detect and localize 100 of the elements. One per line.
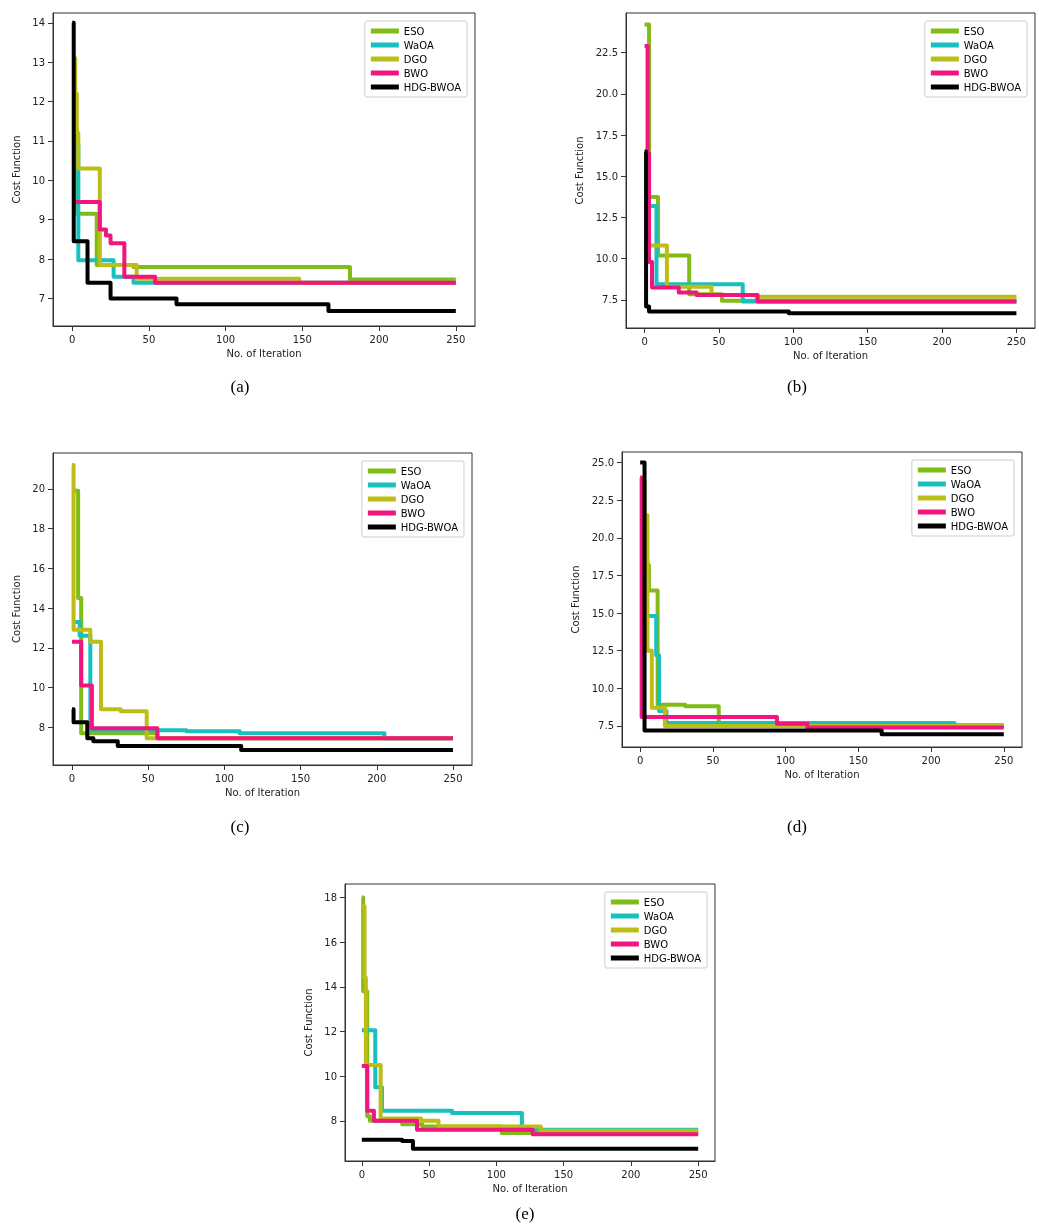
x-tick-label: 150 <box>858 335 878 347</box>
x-tick-label: 150 <box>848 754 868 766</box>
legend-label: ESO <box>400 465 422 477</box>
x-axis-title: No. of Iteration <box>784 769 860 781</box>
legend-label: DGO <box>643 924 668 936</box>
legend-label: DGO <box>950 492 975 504</box>
y-tick-label: 8 <box>38 721 45 733</box>
x-tick-label: 200 <box>369 333 389 345</box>
y-tick-label: 12.5 <box>591 645 614 657</box>
y-tick-label: 14 <box>324 981 337 993</box>
x-tick-label: 100 <box>486 1168 506 1180</box>
y-tick-label: 16 <box>324 936 337 948</box>
legend-label: ESO <box>643 896 665 908</box>
x-tick-label: 50 <box>712 335 726 347</box>
y-tick-label: 12.5 <box>595 212 618 223</box>
legend-label: DGO <box>400 493 425 505</box>
x-tick-label: 150 <box>554 1168 574 1180</box>
x-tick-label: 250 <box>443 772 463 784</box>
y-axis-title: Cost Function <box>10 135 22 204</box>
legend-label: DGO <box>963 53 988 65</box>
x-tick-label: 100 <box>783 335 803 347</box>
x-axis-title: No. of Iteration <box>226 348 302 360</box>
x-tick-label: 0 <box>68 333 76 345</box>
y-tick-label: 17.5 <box>595 129 618 141</box>
x-tick-label: 50 <box>706 754 720 766</box>
text: (d) <box>787 817 807 836</box>
y-tick-label: 22.5 <box>595 47 618 59</box>
legend-label: WaOA <box>643 910 674 922</box>
legend-label: HDG-BWOA <box>403 81 462 93</box>
x-tick-label: 50 <box>141 772 155 784</box>
x-tick-label: 200 <box>921 754 941 766</box>
y-tick-label: 12 <box>32 96 45 108</box>
y-tick-label: 25.0 <box>591 457 614 469</box>
legend-label: BWO <box>963 67 989 79</box>
x-tick-label: 50 <box>142 333 156 345</box>
y-axis-title: Cost Function <box>10 575 22 643</box>
x-tick-label: 250 <box>994 754 1014 766</box>
x-tick-label: 100 <box>214 772 234 784</box>
legend-label: HDG-BWOA <box>963 81 1022 93</box>
y-tick-label: 20.0 <box>595 88 618 100</box>
x-tick-label: 250 <box>1006 335 1026 347</box>
y-tick-label: 9 <box>38 214 45 226</box>
legend-label: ESO <box>403 25 425 37</box>
y-axis-title: Cost Function <box>302 988 314 1057</box>
y-tick-label: 17.5 <box>591 569 614 581</box>
x-tick-label: 0 <box>68 772 76 784</box>
y-tick-label: 13 <box>32 56 45 68</box>
legend-label: ESO <box>963 25 985 37</box>
y-tick-label: 10.0 <box>591 682 614 694</box>
legend-label: BWO <box>643 938 669 950</box>
y-tick-label: 20.0 <box>591 532 614 544</box>
y-tick-label: 15.0 <box>591 607 614 619</box>
x-tick-label: 200 <box>621 1168 641 1180</box>
y-tick-label: 8 <box>38 253 45 265</box>
y-tick-label: 7.5 <box>598 720 614 732</box>
y-tick-label: 16 <box>32 562 45 574</box>
x-tick-label: 0 <box>641 335 648 347</box>
y-tick-label: 14 <box>32 17 45 29</box>
y-tick-label: 10 <box>32 174 45 186</box>
legend-label: BWO <box>950 506 976 518</box>
y-tick-label: 14 <box>32 602 45 614</box>
legend-label: DGO <box>403 53 428 65</box>
x-tick-label: 100 <box>216 333 236 345</box>
x-tick-label: 100 <box>776 754 796 766</box>
text: (b) <box>787 377 807 396</box>
legend-label: HDG-BWOA <box>950 520 1009 532</box>
y-tick-label: 8 <box>330 1115 337 1127</box>
x-tick-label: 150 <box>292 333 312 345</box>
x-tick-label: 150 <box>291 772 311 784</box>
y-tick-label: 11 <box>32 135 45 147</box>
legend-label: HDG-BWOA <box>400 521 459 533</box>
text: (e) <box>515 1204 535 1223</box>
y-tick-label: 12 <box>32 642 45 654</box>
y-tick-label: 22.5 <box>591 494 614 506</box>
legend-label: ESO <box>950 464 972 476</box>
x-tick-label: 0 <box>636 754 644 766</box>
x-tick-label: 250 <box>446 333 466 345</box>
x-axis-title: No. of Iteration <box>792 350 869 362</box>
y-tick-label: 12 <box>324 1025 337 1037</box>
x-axis-title: No. of Iteration <box>492 1183 568 1195</box>
y-axis-title: Cost Function <box>574 136 586 205</box>
y-tick-label: 18 <box>32 523 45 535</box>
y-tick-label: 15.0 <box>595 170 618 182</box>
x-tick-label: 50 <box>422 1168 436 1180</box>
legend-label: WaOA <box>403 39 434 51</box>
legend-label: WaOA <box>950 478 981 490</box>
y-tick-label: 18 <box>324 891 337 903</box>
y-axis-title: Cost Function <box>570 565 582 634</box>
legend-label: WaOA <box>400 479 431 491</box>
legend-label: BWO <box>400 507 426 519</box>
y-tick-label: 10 <box>32 682 45 693</box>
legend-label: BWO <box>403 67 429 79</box>
x-tick-label: 0 <box>358 1168 366 1180</box>
y-tick-label: 10 <box>324 1070 337 1082</box>
legend-label: HDG-BWOA <box>643 952 702 964</box>
x-tick-label: 250 <box>688 1168 708 1180</box>
legend-label: WaOA <box>963 39 994 51</box>
x-tick-label: 200 <box>932 335 952 347</box>
y-tick-label: 7.5 <box>602 294 618 306</box>
y-tick-label: 7 <box>38 292 45 304</box>
